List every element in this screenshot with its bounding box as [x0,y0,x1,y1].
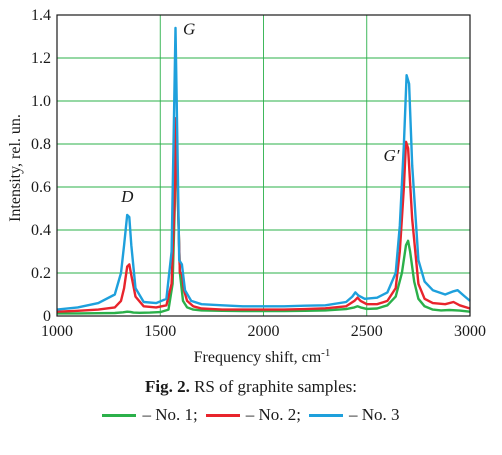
legend-item: – No. 1; [102,405,198,425]
figure-caption-text: RS of graphite samples: [194,377,357,396]
legend-item: – No. 2; [205,405,301,425]
y-tick-label: 0.6 [31,179,51,196]
tick-labels: 1000 1500 2000 2500 3000 0 0.2 0.4 0.6 0.8 1.0 1.2 1… [31,7,486,340]
legend-swatch [205,413,240,417]
legend-label: – No. 2; [245,405,301,424]
y-tick-label: 0.4 [31,222,51,239]
peak-label: G [183,19,195,38]
peak-label: D [120,187,134,206]
legend: – No. 1; – No. 2; – No. 3 [0,405,502,425]
peak-annotations: D G G′ [120,19,400,206]
x-tick-label: 1500 [144,323,176,340]
x-axis-label: Frequency shift, cm-1 [194,347,331,366]
series-lines [56,26,471,315]
y-tick-label: 0 [43,308,51,325]
plot-frame [56,14,471,317]
legend-label: – No. 3 [348,405,400,424]
y-tick-label: 0.8 [31,136,51,153]
y-tick-label: 1.4 [31,7,51,24]
raman-spectrum-chart: 1000 1500 2000 2500 3000 0 0.2 0.4 0.6 0.8 1.0 1.2 1… [7,7,486,366]
figure-caption: Fig. 2. RS of graphite samples: [0,377,502,397]
series-line-3 [56,26,471,311]
legend-swatch [102,413,137,417]
legend-item: – No. 3 [308,405,400,425]
x-tick-label: 2500 [351,323,383,340]
x-tick-label: 2000 [248,323,280,340]
series-line-2 [56,117,471,313]
series-line-1 [57,117,471,315]
legend-label: – No. 1; [142,405,198,424]
legend-swatch [308,413,343,417]
x-tick-label: 1000 [41,323,73,340]
y-tick-label: 0.2 [31,265,51,282]
y-axis-label: Intensity, rel. un. [7,114,24,222]
y-tick-label: 1.2 [31,50,51,67]
y-tick-label: 1.0 [31,93,51,110]
x-tick-label: 3000 [454,323,486,340]
peak-label: G′ [384,146,400,165]
figure-label: Fig. 2. [144,377,190,396]
